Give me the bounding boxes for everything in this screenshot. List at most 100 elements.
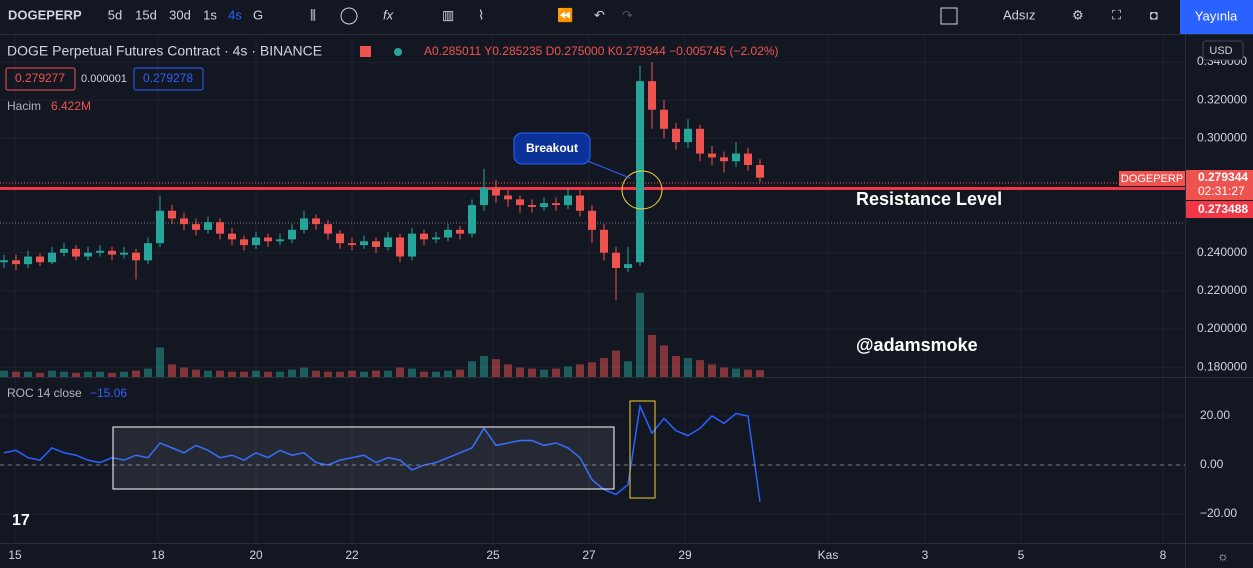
publish-label: Yayınla (1195, 8, 1238, 23)
interval[interactable]: G (253, 7, 263, 22)
roc-tick-label: 20.00 (1200, 408, 1230, 422)
roc-tick-label: −20.00 (1200, 506, 1237, 520)
y-tick-label: 0.220000 (1197, 283, 1247, 297)
indicator-icon[interactable] (340, 7, 358, 25)
volume-bar (228, 371, 236, 377)
time-label: 18 (151, 548, 165, 562)
interval[interactable]: 15d (135, 7, 157, 22)
candle-body (612, 252, 620, 268)
volume-bar (492, 359, 500, 377)
candle-body (420, 233, 428, 240)
volume-bar (612, 350, 620, 377)
roc-line (3, 403, 761, 503)
volume-bar (0, 370, 8, 377)
intervals: 5d 15d 30d 1s 4s G (108, 7, 263, 22)
candle-body (708, 153, 716, 158)
tv-logo[interactable]: 17 (12, 512, 30, 529)
candle-body (0, 260, 8, 263)
volume-bar (204, 370, 212, 377)
volume-bar (300, 367, 308, 377)
candle-body (408, 233, 416, 257)
candle-body (720, 157, 728, 162)
undo-icon[interactable]: ↶ (594, 7, 605, 22)
snapshot-icon[interactable]: ◘ (1150, 7, 1158, 22)
volume-bar (132, 370, 140, 377)
volume-bar (444, 370, 452, 377)
candle-body (144, 243, 152, 261)
settings-icon[interactable]: ⚙ (1072, 7, 1084, 22)
bars-icon[interactable]: ▥ (442, 7, 454, 22)
fx-icon[interactable]: fx (383, 7, 394, 22)
redo-icon[interactable]: ↷ (622, 7, 633, 22)
candle-body (324, 224, 332, 234)
time-label: 3 (922, 548, 929, 562)
interval[interactable]: 1s (203, 7, 217, 22)
volume-bar (360, 371, 368, 377)
volume-bar (468, 361, 476, 377)
bid: 0.279277 (15, 71, 65, 85)
volume-bar (168, 364, 176, 377)
candle-body (360, 241, 368, 246)
candle-body (552, 203, 560, 206)
bid-box[interactable] (5, 67, 76, 91)
volume-bar (432, 371, 440, 377)
volume-bar (108, 372, 116, 377)
candle-body (60, 248, 68, 253)
volume-bar (180, 367, 188, 377)
candle-body (300, 218, 308, 230)
layout-name[interactable]: Adsız (1003, 7, 1036, 22)
volume-bar (336, 371, 344, 377)
layout-icon[interactable] (940, 7, 958, 25)
candle-body (372, 241, 380, 247)
time-label: 15 (8, 548, 22, 562)
resistance-label: Resistance Level (856, 189, 1002, 209)
candle-body (504, 195, 512, 200)
volume-value: 6.422M (51, 99, 91, 113)
candle-body (120, 252, 128, 255)
replay-icon[interactable]: ⏪ (557, 7, 573, 22)
candle-body (648, 81, 656, 110)
symbol-badge (1119, 171, 1185, 186)
volume-bar (12, 371, 20, 377)
volume-bar (324, 371, 332, 377)
candle-body (24, 256, 32, 265)
volume (0, 292, 764, 377)
breakout-circle (621, 170, 663, 210)
volume-bar (564, 366, 572, 377)
interval[interactable]: 5d (108, 7, 122, 22)
level-price: 0.273488 (1198, 202, 1248, 216)
publish-button[interactable] (1180, 0, 1253, 34)
currency-button[interactable] (1202, 40, 1244, 61)
y-tick-label: 0.300000 (1197, 130, 1247, 144)
interval[interactable]: 30d (169, 7, 191, 22)
candle-body (288, 229, 296, 240)
symbol[interactable]: DOGEPERP (8, 7, 82, 22)
volume-bar (60, 371, 68, 377)
volume-bar (264, 371, 272, 377)
fullscreen-icon[interactable]: ⛶ (1111, 7, 1122, 22)
chart-type-icon[interactable]: ⫼ (310, 7, 316, 22)
interval[interactable]: 4s (228, 7, 242, 22)
spike-box (629, 400, 656, 499)
candle-body (636, 81, 644, 263)
candle-body (240, 239, 248, 246)
volume-bar (96, 371, 104, 377)
candle-body (132, 252, 140, 261)
volume-bar (84, 371, 92, 377)
volume-bar (348, 370, 356, 377)
alert-icon[interactable]: ⌇ (478, 7, 484, 22)
last-price: 0.279344 (1198, 170, 1248, 184)
candle-body (480, 187, 488, 206)
candle-body (492, 187, 500, 196)
volume-bar (732, 368, 740, 377)
volume-bar (696, 360, 704, 377)
ask-box[interactable] (133, 67, 204, 91)
candle-body (96, 250, 104, 253)
axis-settings-icon[interactable]: ☼ (1217, 548, 1229, 563)
candle-body (276, 239, 284, 242)
candle-body (168, 210, 176, 219)
candle-body (156, 210, 164, 244)
candle-body (624, 264, 632, 268)
